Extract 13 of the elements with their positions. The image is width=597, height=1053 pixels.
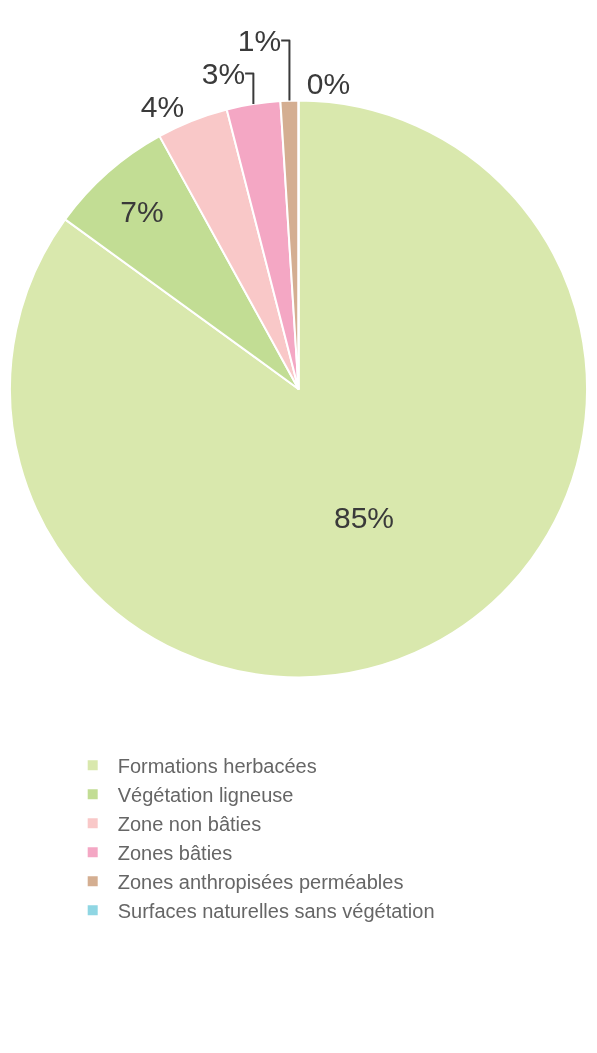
pie-slice [9,99,588,679]
data-label: 7% [120,194,164,228]
legend-label: Zone non bâties [117,813,262,835]
data-label: 1% [237,23,282,57]
data-label: 85% [333,500,395,534]
data-label: 4% [140,89,185,123]
legend-label: Végétation ligneuse [117,784,294,806]
legend-label: Formations herbacées [117,755,317,777]
legend-label: Zones bâties [117,842,233,864]
text: 0% [306,67,351,101]
legend-label: Surfaces naturelles sans végétation [117,900,435,922]
legend-label: Zones anthropisées perméables [117,871,404,893]
data-label: 3% [201,56,246,90]
